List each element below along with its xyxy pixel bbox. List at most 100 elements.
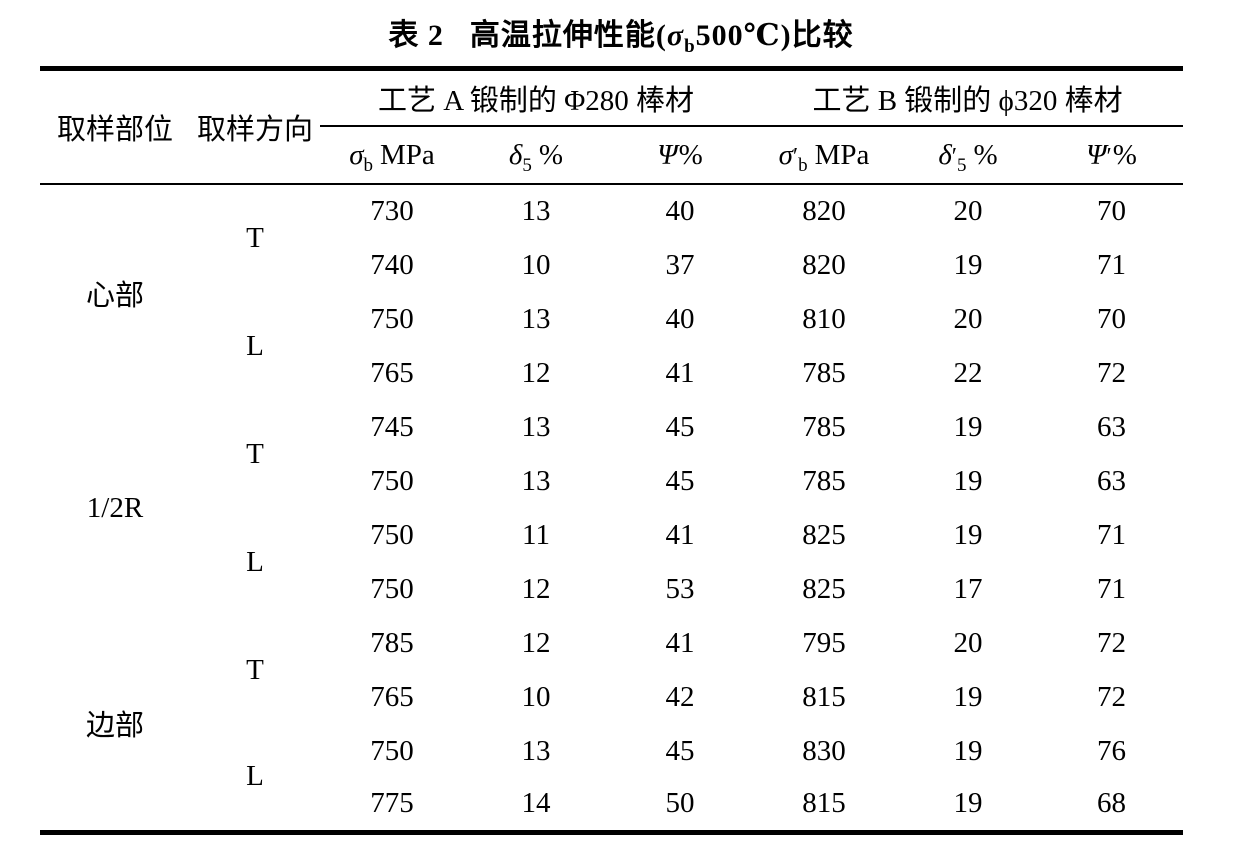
table-row: 750 12 53 825 17 71 (40, 562, 1183, 616)
caption-text-pre: 高温拉伸性能( (469, 19, 667, 52)
table-row: L 750 11 41 825 19 71 (40, 508, 1183, 578)
value-cell: 40 (665, 302, 695, 335)
location-cell: 心部 (85, 279, 144, 312)
prime-mark: ′ (951, 143, 958, 170)
value-cell: 730 (370, 195, 414, 227)
value-cell: 745 (370, 410, 414, 443)
subscript: 5 (522, 154, 532, 176)
value-cell: 13 (521, 734, 551, 767)
psi-symbol: Ψ (1086, 138, 1107, 171)
value-cell: 41 (665, 626, 695, 659)
value-cell: 45 (665, 410, 695, 443)
value-cell: 45 (665, 734, 695, 767)
value-cell: 785 (802, 464, 846, 497)
value-cell: 71 (1097, 572, 1127, 605)
value-cell: 42 (665, 680, 695, 713)
value-cell: 41 (665, 356, 695, 389)
table-row: 765 10 42 815 19 72 (40, 670, 1183, 724)
delta-symbol: δ (938, 138, 952, 171)
value-cell: 19 (953, 410, 983, 443)
value-cell: 785 (370, 626, 414, 659)
table-row: 心部 T 730 13 40 820 20 70 (40, 184, 1183, 312)
header-delta-5: δ5% (464, 126, 608, 185)
value-cell: 820 (802, 195, 846, 227)
direction-cell: T (246, 222, 264, 254)
delta-symbol: δ (508, 138, 523, 171)
direction-cell: L (246, 545, 264, 578)
subscript: b (798, 154, 808, 176)
unit-label: % (538, 138, 564, 171)
direction-cell: T (246, 437, 264, 470)
value-cell: 750 (370, 518, 414, 551)
header-process-a-group: 工艺 A 锻制的 Φ280 棒材 (320, 68, 753, 127)
value-cell: 76 (1097, 734, 1127, 767)
value-cell: 40 (665, 195, 695, 227)
value-cell: 70 (1097, 302, 1127, 335)
value-cell: 12 (521, 626, 551, 659)
value-cell: 750 (370, 734, 414, 767)
value-cell: 72 (1097, 356, 1127, 389)
value-cell: 70 (1097, 195, 1127, 227)
table-row: 边部 T 785 12 41 795 20 72 (40, 616, 1183, 742)
value-cell: 17 (953, 572, 983, 605)
table-header: 取样部位 取样方向 工艺 A 锻制的 Φ280 棒材 工艺 B 锻制的 ϕ320… (40, 68, 1184, 185)
value-cell: 785 (802, 356, 846, 389)
value-cell: 19 (953, 248, 983, 281)
value-cell: 765 (370, 680, 414, 713)
table-row: L 750 13 40 810 20 70 (40, 292, 1183, 362)
psi-symbol: Ψ (657, 138, 678, 171)
value-cell: 72 (1097, 680, 1127, 713)
table-caption: 表 2 高温拉伸性能(σb500℃)比较 (0, 10, 1242, 56)
direction-cell: L (246, 760, 264, 793)
value-cell: 12 (521, 572, 551, 605)
sigma-symbol: σ (349, 138, 364, 171)
value-cell: 63 (1097, 410, 1127, 443)
value-cell: 14 (521, 787, 551, 820)
value-cell: 19 (953, 464, 983, 497)
value-cell: 750 (370, 572, 414, 605)
unit-label: % (678, 138, 703, 171)
value-cell: 795 (802, 626, 846, 659)
value-cell: 22 (953, 356, 983, 389)
value-cell: 72 (1097, 626, 1127, 659)
value-cell: 68 (1097, 787, 1127, 820)
value-cell: 10 (521, 680, 551, 713)
location-cell: 1/2R (86, 491, 144, 524)
header-delta-5-prime: δ′5% (896, 126, 1041, 185)
value-cell: 63 (1097, 464, 1127, 497)
table-row: 765 12 41 785 22 72 (40, 346, 1183, 400)
unit-label: MPa (814, 138, 870, 171)
table-row: L 750 13 45 830 19 76 (40, 724, 1183, 793)
direction-cell: T (246, 653, 264, 686)
header-sample-direction: 取样方向 (190, 68, 320, 185)
table-row: 1/2R T 745 13 45 785 19 63 (40, 400, 1183, 524)
value-cell: 45 (665, 464, 695, 497)
unit-label: % (973, 138, 998, 171)
subscript: b (363, 154, 374, 176)
value-cell: 740 (370, 248, 414, 281)
prime-mark: ′ (792, 143, 799, 170)
value-cell: 785 (802, 410, 846, 443)
header-process-b-group: 工艺 B 锻制的 ϕ320 棒材 (752, 68, 1184, 127)
header-sample-location: 取样部位 (40, 68, 190, 185)
value-cell: 810 (802, 302, 846, 335)
value-cell: 20 (953, 302, 983, 335)
value-cell: 750 (370, 302, 414, 335)
value-cell: 815 (802, 787, 846, 820)
value-cell: 19 (953, 518, 983, 551)
value-cell: 825 (802, 572, 846, 605)
value-cell: 37 (665, 248, 695, 281)
caption-sigma-symbol: σ (666, 19, 685, 52)
value-cell: 71 (1097, 248, 1127, 281)
value-cell: 13 (521, 195, 551, 227)
value-cell: 830 (802, 734, 846, 767)
sub-header-row: σb MPa δ5% Ψ% σ′b MPa δ′5% Ψ′% (40, 126, 1184, 185)
unit-label: % (1112, 138, 1137, 171)
value-cell: 10 (521, 248, 551, 281)
table-row: 775 14 50 815 19 68 (40, 778, 1183, 832)
value-cell: 53 (665, 572, 695, 605)
value-cell: 20 (953, 626, 983, 659)
value-cell: 71 (1097, 518, 1127, 551)
value-cell: 815 (802, 680, 846, 713)
tensile-properties-table: 取样部位 取样方向 工艺 A 锻制的 Φ280 棒材 工艺 B 锻制的 ϕ320… (40, 66, 1184, 835)
